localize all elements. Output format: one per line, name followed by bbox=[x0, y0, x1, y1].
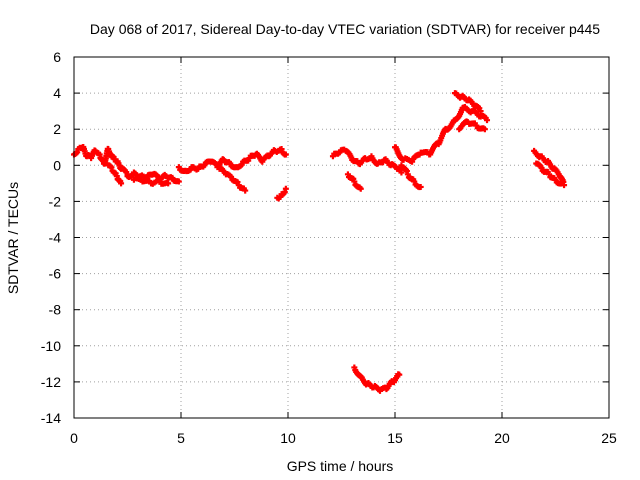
y-tick-label: -6 bbox=[49, 266, 62, 282]
y-tick-label: -4 bbox=[49, 230, 62, 246]
y-tick-label: 2 bbox=[53, 121, 61, 137]
data-point-band bbox=[551, 175, 558, 182]
y-tick-label: -12 bbox=[41, 374, 61, 390]
data-point-band bbox=[240, 185, 247, 192]
data-point-band bbox=[356, 184, 363, 191]
x-axis-label: GPS time / hours bbox=[287, 458, 394, 474]
data-point-band bbox=[123, 169, 130, 176]
y-tick-label: 6 bbox=[53, 49, 61, 65]
data-point-band bbox=[403, 168, 410, 175]
data-point-band bbox=[482, 114, 489, 121]
data-point-band bbox=[193, 166, 200, 173]
y-tick-label: 0 bbox=[53, 157, 61, 173]
data-point-band bbox=[74, 149, 81, 156]
data-point-band bbox=[238, 161, 245, 168]
data-point-band bbox=[557, 180, 564, 187]
data-point-band bbox=[225, 159, 232, 166]
y-tick-label: -2 bbox=[49, 193, 62, 209]
data-point-band bbox=[234, 179, 241, 186]
x-tick-label: 0 bbox=[70, 430, 78, 446]
data-point-band bbox=[245, 157, 252, 164]
x-tick-label: 15 bbox=[387, 430, 403, 446]
data-point-band bbox=[154, 177, 161, 184]
x-tick-label: 25 bbox=[601, 430, 617, 446]
data-point-band bbox=[112, 170, 119, 177]
y-tick-label: -10 bbox=[41, 338, 61, 354]
data-point-band bbox=[410, 176, 417, 183]
x-tick-label: 10 bbox=[280, 430, 296, 446]
data-point-band bbox=[544, 168, 551, 175]
y-axis-label: SDTVAR / TECUs bbox=[5, 182, 21, 294]
data-point-band bbox=[108, 164, 115, 171]
grid bbox=[74, 57, 609, 418]
chart-title: Day 068 of 2017, Sidereal Day-to-day VTE… bbox=[90, 21, 600, 37]
data-point-band bbox=[350, 175, 357, 182]
data-point-band bbox=[219, 156, 226, 163]
data-point-band bbox=[167, 174, 174, 181]
x-tick-label: 5 bbox=[177, 430, 185, 446]
data-points bbox=[71, 90, 568, 394]
data-point-band bbox=[480, 125, 487, 132]
data-point-band bbox=[146, 177, 153, 184]
data-point-band bbox=[228, 173, 235, 180]
data-point-band bbox=[281, 151, 288, 158]
data-point-band bbox=[476, 105, 483, 112]
data-point-band bbox=[471, 120, 478, 127]
data-point-band bbox=[538, 164, 545, 171]
data-point-band bbox=[117, 178, 124, 185]
tick-labels: 0 5 10 15 20 25 -14 -12 -10 -8 -6 -4 -2 0 2 4 6 bbox=[41, 49, 617, 446]
y-tick-label: 4 bbox=[53, 85, 61, 101]
data-point-band bbox=[137, 176, 144, 183]
tick-marks bbox=[73, 56, 610, 419]
data-point-band bbox=[200, 163, 207, 170]
data-point-band bbox=[163, 179, 170, 186]
data-point-band bbox=[174, 178, 181, 185]
data-point-band bbox=[348, 154, 355, 161]
y-tick-label: -14 bbox=[41, 410, 61, 426]
data-point-band bbox=[95, 150, 102, 157]
data-point-band bbox=[395, 371, 402, 378]
x-tick-label: 20 bbox=[494, 430, 510, 446]
data-point-band bbox=[335, 150, 342, 157]
y-tick-label: -8 bbox=[49, 302, 62, 318]
data-point-band bbox=[281, 189, 288, 196]
data-point-band bbox=[416, 184, 423, 191]
